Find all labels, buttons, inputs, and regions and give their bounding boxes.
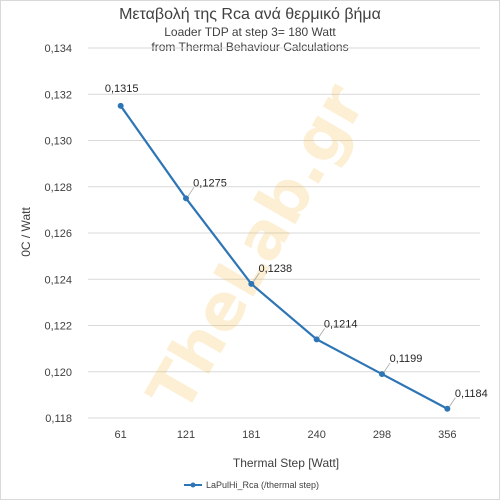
y-tick-label: 0,122 [44, 321, 72, 333]
chart-subtitle-line-1: Loader TDP at step 3= 180 Watt [164, 25, 336, 39]
x-tick-label: 298 [373, 429, 391, 441]
x-tick-label: 356 [438, 429, 456, 441]
x-tick-label: 121 [177, 429, 195, 441]
legend-point-marker [190, 482, 196, 488]
label-leader-line [449, 397, 456, 407]
data-point [313, 336, 320, 343]
label-leader-line [383, 362, 391, 373]
y-axis-title: 0C / Watt [19, 207, 33, 257]
y-tick-label: 0,130 [44, 136, 72, 148]
x-tick-label: 240 [307, 429, 325, 441]
label-leader-line [187, 187, 195, 197]
y-tick-label: 0,128 [44, 182, 72, 194]
data-label: 0,1199 [390, 353, 423, 365]
y-tick-label: 0,132 [44, 89, 72, 101]
series-line [119, 105, 448, 410]
y-axis-ticks: 0,118 0,120 0,122 0,124 0,126 0,128 0,130 0,132… [44, 43, 72, 425]
label-leader-line [253, 272, 260, 283]
series-group [117, 102, 451, 412]
x-tick-label: 61 [115, 429, 127, 441]
y-tick-label: 0,134 [44, 43, 72, 55]
x-axis-ticks: 61 121 181 240 298 356 [115, 429, 457, 441]
data-point [248, 280, 255, 287]
x-tick-label: 181 [242, 429, 260, 441]
y-tick-label: 0,124 [44, 274, 72, 286]
gridlines [88, 47, 480, 419]
data-label: 0,1238 [259, 263, 293, 275]
data-label: 0,1184 [455, 388, 488, 400]
data-label: 0,1214 [324, 318, 358, 330]
y-tick-label: 0,118 [45, 413, 72, 425]
chart-title: Μεταβολή της Rca ανά θερμικό βήμα [119, 6, 381, 23]
data-label: 0,1275 [193, 177, 227, 189]
x-axis-title: Thermal Step [Watt] [233, 456, 339, 470]
data-point [379, 371, 385, 378]
data-labels: 0,1315 0,1275 0,1238 0,1214 0,1199 0,1184 [105, 83, 488, 407]
data-label: 0,1315 [105, 83, 139, 95]
chart-subtitle-line-2: from Thermal Behaviour Calculations [151, 40, 349, 54]
y-tick-label: 0,120 [44, 367, 72, 379]
y-tick-label: 0,126 [44, 228, 72, 240]
legend: LaPulHi_Rca (/thermal step) [184, 480, 319, 490]
data-point [117, 102, 124, 109]
data-point [444, 405, 451, 412]
legend-entry-label: LaPulHi_Rca (/thermal step) [206, 480, 319, 490]
label-leader-line [318, 328, 325, 338]
data-point [183, 195, 189, 202]
